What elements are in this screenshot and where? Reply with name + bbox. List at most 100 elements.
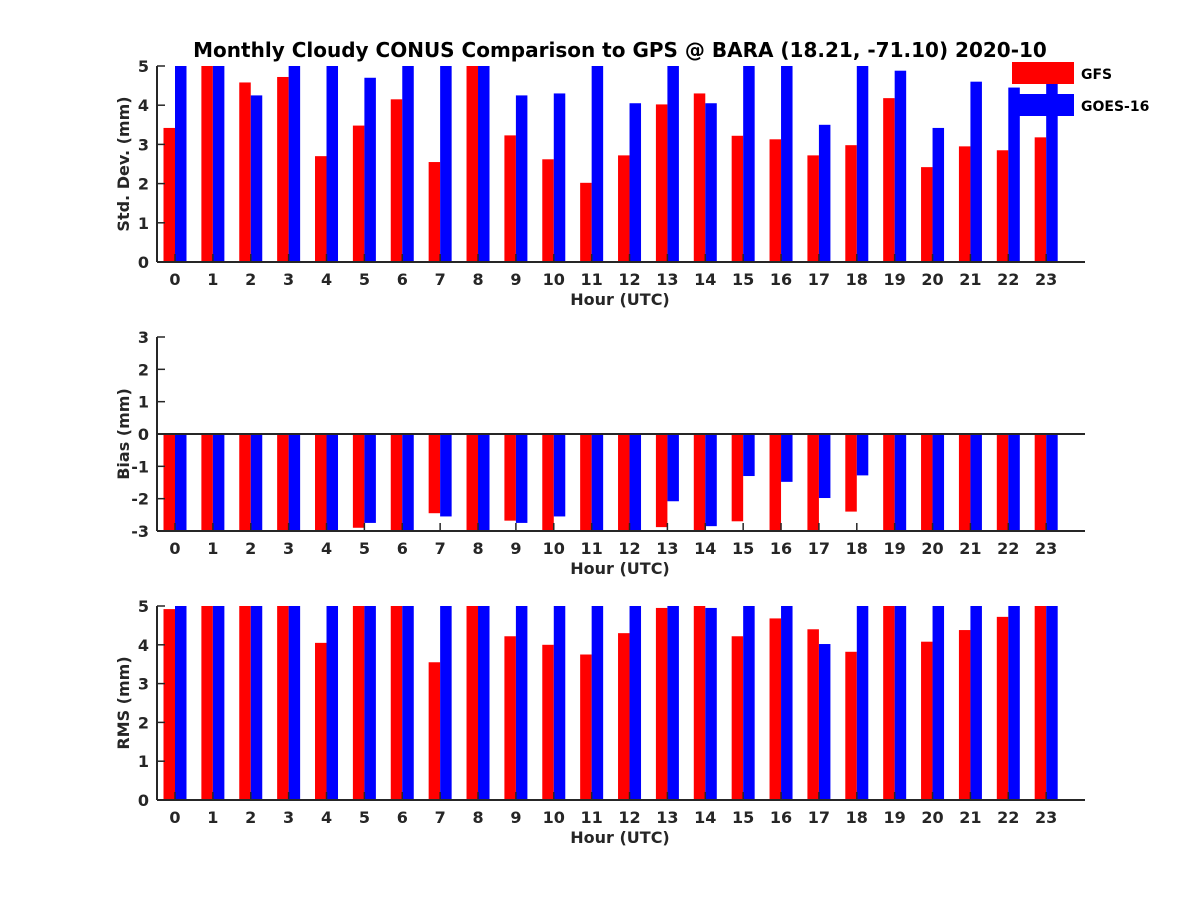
bar-gfs-hour-17 <box>807 434 819 531</box>
bar-goes-16-hour-8 <box>478 434 490 531</box>
bar-goes-16-hour-3 <box>288 66 301 262</box>
x-axis-label: Hour (UTC) <box>570 290 670 309</box>
x-tick-label: 15 <box>732 539 754 558</box>
bar-gfs-hour-19 <box>883 606 895 800</box>
bar-gfs-hour-10 <box>542 159 554 262</box>
x-tick-label: 8 <box>472 539 483 558</box>
x-tick-label: 1 <box>207 808 218 827</box>
x-tick-label: 3 <box>283 270 294 289</box>
x-tick-label: 19 <box>884 808 906 827</box>
bar-gfs-hour-22 <box>996 150 1009 262</box>
bar-goes-16-hour-18 <box>856 606 869 800</box>
bar-goes-16-hour-22 <box>1008 434 1020 531</box>
bar-gfs-hour-19 <box>883 434 895 531</box>
bar-gfs-hour-8 <box>466 66 479 262</box>
bar-goes-16-hour-7 <box>440 66 452 262</box>
x-tick-label: 10 <box>543 270 565 289</box>
bar-goes-16-hour-4 <box>326 606 339 800</box>
bar-goes-16-hour-18 <box>856 434 869 476</box>
y-tick-label: 4 <box>138 96 149 115</box>
x-tick-label: 5 <box>359 270 370 289</box>
bar-gfs-hour-7 <box>428 162 441 262</box>
x-tick-label: 5 <box>359 808 370 827</box>
bar-gfs-hour-4 <box>315 434 327 531</box>
bar-goes-16-hour-18 <box>856 66 869 262</box>
y-tick-label: 1 <box>138 393 149 412</box>
y-tick-label: 1 <box>138 214 149 233</box>
x-tick-label: 3 <box>283 808 294 827</box>
y-tick-label: 1 <box>138 752 149 771</box>
x-tick-label: 2 <box>245 270 256 289</box>
x-tick-label: 13 <box>656 808 678 827</box>
x-tick-label: 11 <box>581 270 603 289</box>
x-tick-label: 18 <box>846 270 868 289</box>
x-tick-label: 13 <box>656 270 678 289</box>
bar-goes-16-hour-13 <box>667 66 679 262</box>
x-tick-label: 21 <box>959 808 981 827</box>
bar-goes-16-hour-7 <box>440 606 452 800</box>
bars <box>163 66 1058 262</box>
bar-gfs-hour-18 <box>845 434 857 512</box>
bar-goes-16-hour-12 <box>629 434 642 531</box>
x-tick-label: 13 <box>656 539 678 558</box>
bar-gfs-hour-7 <box>428 434 441 514</box>
bar-gfs-hour-3 <box>277 606 289 800</box>
bar-goes-16-hour-5 <box>364 77 376 262</box>
x-tick-label: 15 <box>732 270 754 289</box>
y-tick-label: 5 <box>138 57 149 76</box>
bar-goes-16-hour-1 <box>212 434 225 531</box>
bar-goes-16-hour-19 <box>894 606 907 800</box>
x-tick-label: 20 <box>921 539 943 558</box>
x-tick-label: 8 <box>472 270 483 289</box>
bar-goes-16-hour-14 <box>705 607 717 800</box>
x-tick-label: 12 <box>618 270 640 289</box>
bar-goes-16-hour-17 <box>818 124 831 262</box>
bar-goes-16-hour-17 <box>818 434 831 499</box>
bar-gfs-hour-14 <box>693 93 706 262</box>
bar-gfs-hour-13 <box>655 104 668 262</box>
bar-gfs-hour-2 <box>239 82 251 262</box>
bar-gfs-hour-2 <box>239 606 251 800</box>
bar-gfs-hour-21 <box>958 630 971 800</box>
x-tick-label: 2 <box>245 808 256 827</box>
legend-swatch-goes-16 <box>1012 94 1074 116</box>
chart-title: Monthly Cloudy CONUS Comparison to GPS @… <box>193 38 1047 62</box>
bar-gfs-hour-4 <box>315 642 327 800</box>
bar-goes-16-hour-16 <box>781 66 793 262</box>
bar-gfs-hour-1 <box>201 606 213 800</box>
x-tick-label: 23 <box>1035 539 1057 558</box>
bar-goes-16-hour-2 <box>250 606 263 800</box>
x-tick-label: 11 <box>581 808 603 827</box>
bar-goes-16-hour-22 <box>1008 87 1020 262</box>
bar-gfs-hour-14 <box>693 606 706 800</box>
bar-gfs-hour-6 <box>390 99 403 262</box>
bar-gfs-hour-1 <box>201 66 213 262</box>
bar-goes-16-hour-23 <box>1046 79 1058 262</box>
bar-goes-16-hour-8 <box>478 606 490 800</box>
bar-gfs-hour-6 <box>390 606 403 800</box>
bar-goes-16-hour-5 <box>364 606 376 800</box>
x-axis-label: Hour (UTC) <box>570 828 670 847</box>
y-tick-label: 3 <box>138 675 149 694</box>
x-tick-label: 17 <box>808 270 830 289</box>
bar-gfs-hour-12 <box>618 155 630 262</box>
x-tick-label: 10 <box>543 808 565 827</box>
bar-goes-16-hour-5 <box>364 434 376 523</box>
bar-gfs-hour-17 <box>807 629 819 800</box>
x-tick-label: 23 <box>1035 808 1057 827</box>
y-axis-label: RMS (mm) <box>114 656 133 749</box>
bar-goes-16-hour-6 <box>402 606 414 800</box>
bars <box>163 606 1058 800</box>
y-tick-label: 3 <box>138 135 149 154</box>
x-tick-label: 7 <box>435 539 446 558</box>
y-tick-label: 0 <box>138 425 149 444</box>
bar-gfs-hour-8 <box>466 606 479 800</box>
x-tick-label: 0 <box>169 270 180 289</box>
bars <box>163 434 1058 531</box>
y-tick-label: -1 <box>131 457 149 476</box>
x-tick-label: 3 <box>283 539 294 558</box>
bar-goes-16-hour-4 <box>326 66 339 262</box>
y-tick-label: 4 <box>138 636 149 655</box>
bar-goes-16-hour-23 <box>1046 606 1058 800</box>
